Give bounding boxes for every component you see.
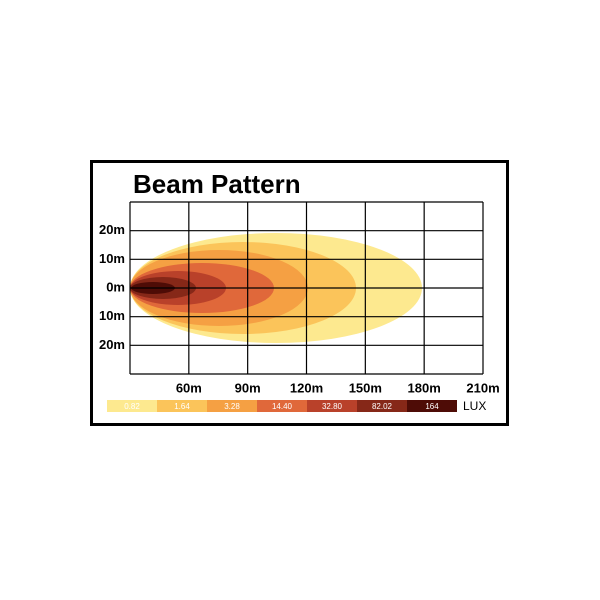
x-label: 90m: [235, 380, 261, 395]
legend-swatch: [357, 400, 407, 412]
x-label: 210m: [466, 380, 499, 395]
legend-label: 3.28: [224, 402, 240, 411]
y-label: 10m: [99, 308, 125, 323]
y-label: 0m: [106, 279, 125, 294]
legend-swatch: [407, 400, 457, 412]
x-label: 180m: [408, 380, 441, 395]
title: Beam Pattern: [133, 169, 301, 199]
legend-swatch: [207, 400, 257, 412]
legend-swatch: [307, 400, 357, 412]
legend-swatch: [257, 400, 307, 412]
legend-label: 14.40: [272, 402, 293, 411]
x-label: 120m: [290, 380, 323, 395]
legend-unit: LUX: [463, 399, 486, 413]
y-label: 10m: [99, 251, 125, 266]
legend-swatch: [107, 400, 157, 412]
axis-labels: 20m 10m 0m 10m 20m 60m 90m 120m 150m 180m 210m: [99, 222, 500, 395]
x-label: 60m: [176, 380, 202, 395]
x-label: 150m: [349, 380, 382, 395]
legend-label: 82.02: [372, 402, 393, 411]
grid: [129, 201, 484, 375]
legend-swatch: [157, 400, 207, 412]
legend-label: 1.64: [174, 402, 190, 411]
legend-label: 164: [425, 402, 439, 411]
legend-label: 0.82: [124, 402, 140, 411]
y-label: 20m: [99, 222, 125, 237]
legend-label: 32.80: [322, 402, 343, 411]
legend: 0.82 1.64 3.28 14.40 32.80 82.02 164 LUX: [107, 399, 486, 413]
y-label: 20m: [99, 337, 125, 352]
